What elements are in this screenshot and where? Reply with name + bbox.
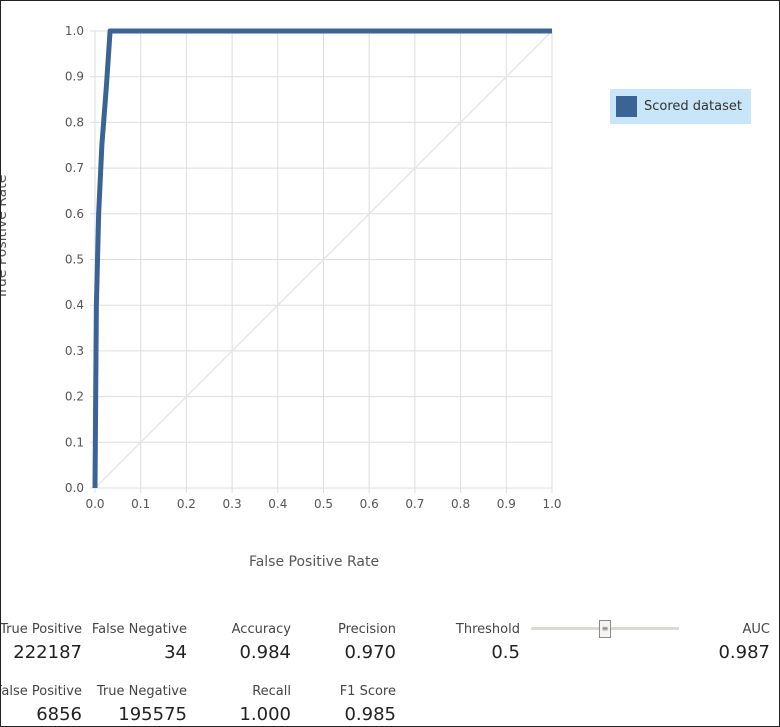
- precision-label: Precision: [337, 622, 396, 637]
- true-negative-value: 195575: [118, 704, 187, 725]
- x-tick-label: 0.2: [177, 497, 196, 511]
- legend-item-scored-dataset[interactable]: Scored dataset: [610, 89, 751, 124]
- y-tick-label: 0.8: [65, 115, 84, 129]
- x-tick-label: 0.4: [268, 497, 287, 511]
- y-tick-label: 0.0: [65, 481, 84, 495]
- true-positive-label: True Positive: [0, 622, 82, 637]
- threshold-slider-thumb[interactable]: ≡: [599, 620, 611, 638]
- metric-threshold: Threshold 0.5: [456, 622, 520, 665]
- y-tick-label: 0.3: [65, 344, 84, 358]
- y-tick-label: 0.2: [65, 390, 84, 404]
- x-tick-label: 0.5: [314, 497, 333, 511]
- false-negative-label: False Negative: [91, 622, 187, 637]
- metric-recall: Recall 1.000: [239, 684, 291, 726]
- x-tick-label: 0.8: [451, 497, 470, 511]
- false-negative-value: 34: [164, 642, 187, 663]
- threshold-slider[interactable]: ≡: [531, 620, 679, 638]
- true-positive-value: 222187: [13, 642, 82, 663]
- random-baseline-line: [94, 30, 553, 489]
- x-tick-label: 0.9: [497, 497, 516, 511]
- accuracy-label: Accuracy: [231, 622, 291, 637]
- false-positive-label: False Positive: [0, 684, 82, 699]
- false-positive-value: 6856: [36, 704, 82, 725]
- threshold-label: Threshold: [455, 622, 520, 637]
- x-axis-title: False Positive Rate: [249, 554, 379, 570]
- y-axis-title: True Positive Rate: [1, 175, 10, 301]
- metric-true-positive: True Positive 222187: [0, 622, 82, 665]
- metric-auc: AUC 0.987: [718, 622, 770, 665]
- y-tick-label: 0.5: [65, 253, 84, 267]
- y-tick-label: 1.0: [65, 24, 84, 38]
- metric-f1-score: F1 Score 0.985: [339, 684, 396, 726]
- x-tick-label: 0.7: [405, 497, 424, 511]
- f1-score-label: F1 Score: [339, 684, 396, 699]
- recall-label: Recall: [252, 684, 291, 699]
- y-tick-label: 0.6: [65, 207, 84, 221]
- metric-false-positive: False Positive 6856: [0, 684, 82, 726]
- x-tick-label: 0.0: [85, 497, 104, 511]
- precision-value: 0.970: [344, 642, 396, 663]
- metric-accuracy: Accuracy 0.984: [232, 622, 291, 665]
- metric-false-negative: False Negative 34: [92, 622, 187, 665]
- auc-label: AUC: [742, 622, 771, 637]
- recall-value: 1.000: [239, 704, 291, 725]
- roc-curve-scored-dataset: [92, 28, 552, 489]
- threshold-value: 0.5: [491, 642, 520, 663]
- f1-score-value: 0.985: [344, 704, 396, 725]
- legend-label: Scored dataset: [644, 99, 742, 114]
- y-tick-label: 0.4: [65, 298, 84, 312]
- x-tick-label: 1.0: [542, 497, 561, 511]
- auc-value: 0.987: [718, 642, 770, 663]
- true-negative-label: True Negative: [96, 684, 187, 699]
- accuracy-value: 0.984: [239, 642, 291, 663]
- y-tick-labels: 0.0 0.1 0.2 0.3 0.4 0.5 0.6 0.7 0.8 0.9 1.0: [65, 24, 84, 495]
- y-tick-label: 0.1: [65, 435, 84, 449]
- metric-true-negative: True Negative 195575: [96, 684, 187, 726]
- y-tick-label: 0.9: [65, 70, 84, 84]
- legend-swatch: [616, 96, 637, 117]
- x-tick-label: 0.1: [131, 497, 150, 511]
- x-tick-label: 0.3: [223, 497, 242, 511]
- x-tick-labels: 0.0 0.1 0.2 0.3 0.4 0.5 0.6 0.7 0.8 0.9 1.0: [85, 497, 561, 511]
- y-tick-label: 0.7: [65, 161, 84, 175]
- x-tick-label: 0.6: [360, 497, 379, 511]
- metric-precision: Precision 0.970: [338, 622, 396, 665]
